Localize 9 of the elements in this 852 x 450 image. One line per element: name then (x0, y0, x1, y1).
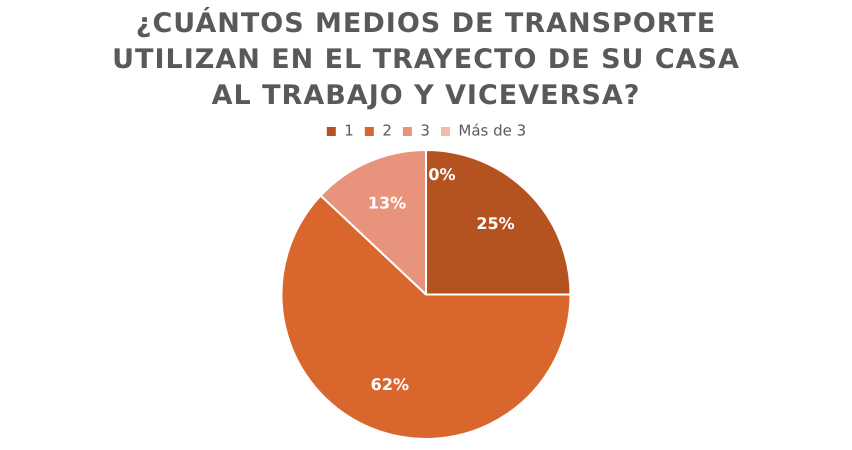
data-label: 62% (370, 375, 409, 394)
legend-label: 2 (382, 121, 392, 140)
data-label: 13% (368, 193, 406, 212)
chart-title: ¿CUÁNTOS MEDIOS DE TRANSPORTE UTILIZAN EN EL TRAYECTO DE SU CASA AL TRABAJO Y VICEVERSA? (111, 6, 741, 113)
text: 0% (428, 165, 456, 184)
legend-label: Más de 3 (458, 121, 526, 140)
data-label: 25% (476, 214, 515, 234)
legend-label: 3 (420, 121, 430, 140)
legend-label: 1 (344, 121, 354, 140)
